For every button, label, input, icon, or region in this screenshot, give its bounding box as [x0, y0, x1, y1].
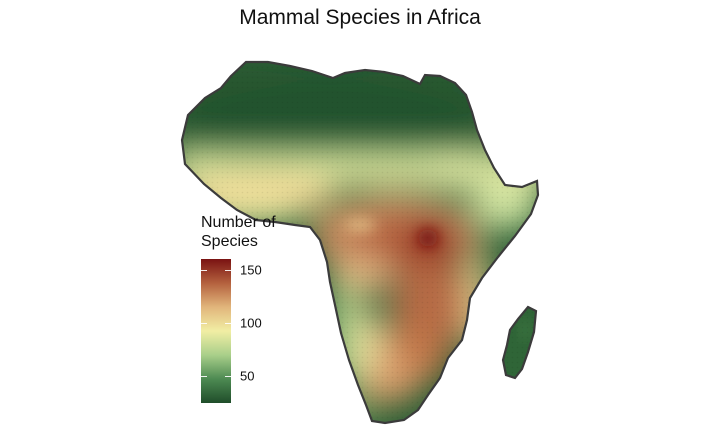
map-title: Mammal Species in Africa [239, 6, 481, 29]
legend-tick-label: 50 [240, 368, 255, 384]
legend-tick-mark [225, 323, 231, 324]
legend-title: Number of Species [201, 213, 331, 251]
legend-tick-label: 100 [240, 315, 262, 331]
legend-tick-mark [225, 376, 231, 378]
legend-tick-mark [201, 269, 207, 271]
madagascar-outline [501, 305, 538, 380]
legend-title-line-2: Species [201, 233, 258, 250]
legend-colorbar [201, 259, 231, 403]
legend-tick-mark [225, 269, 231, 271]
legend-tick-mark [201, 323, 207, 324]
legend-tick-label: 150 [240, 262, 262, 278]
legend-title-line-1: Number of [201, 214, 276, 231]
legend-tick-mark [201, 376, 207, 378]
